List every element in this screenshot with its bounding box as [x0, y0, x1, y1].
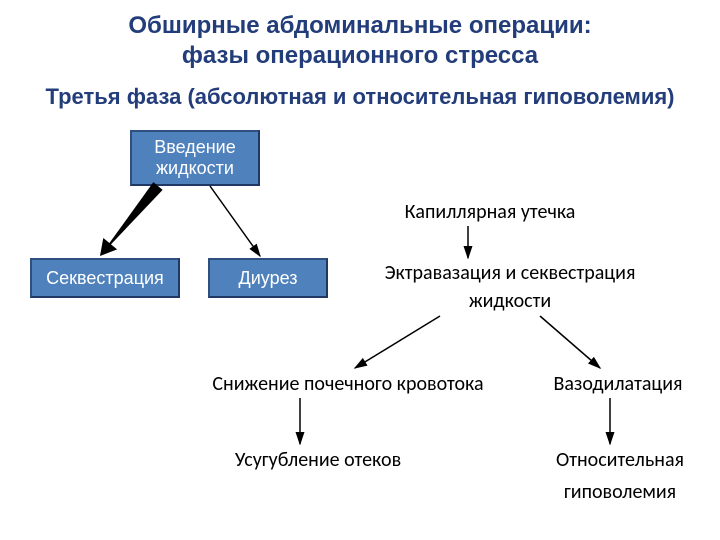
- text-relative-hypovolemia-line1: Относительная: [530, 448, 710, 472]
- text-capillary-leak: Капиллярная утечка: [360, 200, 620, 224]
- box-intro-line2: жидкости: [154, 158, 236, 179]
- diagram-canvas: Обширные абдоминальные операции: фазы оп…: [0, 0, 720, 540]
- box-intro-line1: Введение: [154, 137, 236, 158]
- text-vasodilation: Вазодилатация: [528, 372, 708, 396]
- box-seq-label: Секвестрация: [46, 268, 164, 289]
- text-extravasation-line2: жидкости: [350, 289, 670, 313]
- box-fluid-introduction: Введение жидкости: [130, 130, 260, 186]
- text-edema-worsening: Усугубление отеков: [208, 448, 428, 472]
- box-diur-label: Диурез: [239, 268, 298, 289]
- title-line2: фазы операционного стресса: [0, 42, 720, 70]
- box-sequestration: Секвестрация: [30, 258, 180, 298]
- text-renal-flow-decrease: Снижение почечного кровотока: [188, 372, 508, 396]
- title-line1: Обширные абдоминальные операции:: [0, 12, 720, 40]
- box-diuresis: Диурез: [208, 258, 328, 298]
- text-relative-hypovolemia-line2: гиповолемия: [530, 480, 710, 504]
- text-extravasation-line1: Эктравазация и секвестрация: [350, 261, 670, 285]
- subtitle: Третья фаза (абсолютная и относительная …: [0, 84, 720, 110]
